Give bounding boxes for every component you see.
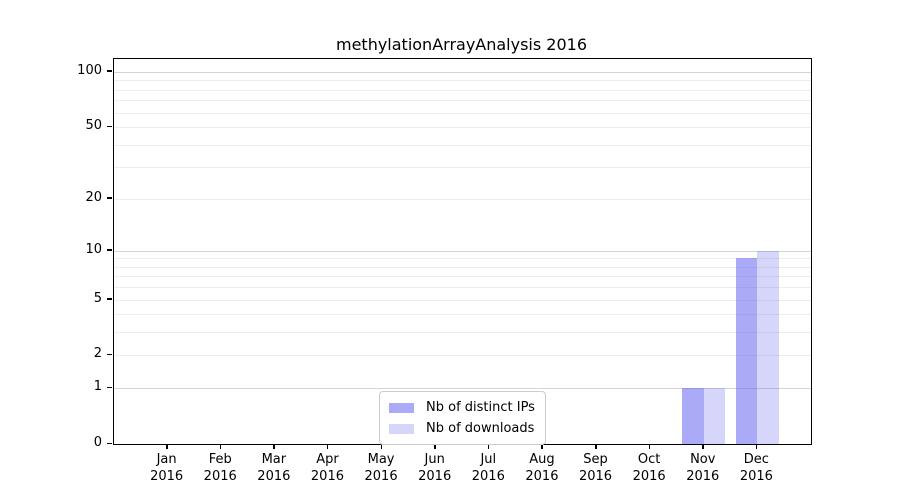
legend-label-distinct-ips: Nb of distinct IPs [426, 400, 535, 415]
x-tick-year: 2016 [364, 469, 398, 484]
y-tick-mark [107, 298, 112, 300]
y-tick-label: 2 [93, 346, 102, 362]
x-tick-mark [380, 444, 383, 449]
bar-downloads [703, 388, 726, 444]
y-tick-label: 0 [93, 435, 102, 450]
x-tick-mark [487, 444, 490, 449]
legend-item-downloads: Nb of downloads [389, 418, 535, 439]
x-tick-year: 2016 [525, 469, 559, 484]
x-tick-label: Jun 2016 [407, 451, 463, 485]
gridline-minor [114, 198, 811, 200]
y-tick-mark [107, 386, 112, 389]
y-tick-label: 10 [85, 241, 102, 257]
x-tick-year: 2016 [150, 469, 184, 484]
legend-swatch-distinct-ips-icon [389, 402, 414, 413]
gridline-minor [114, 80, 811, 82]
x-tick-label: Aug 2016 [514, 451, 570, 485]
gridline-major [114, 250, 811, 252]
x-tick-year: 2016 [578, 469, 613, 484]
y-tick-mark [107, 353, 112, 356]
plot-area: Nb of distinct IPs Nb of downloads [113, 58, 812, 445]
x-tick-mark [541, 444, 543, 449]
gridline-minor [114, 276, 811, 278]
gridline-minor [114, 332, 811, 334]
y-tick-mark [107, 70, 112, 72]
x-tick-label: Mar 2016 [246, 451, 302, 485]
y-tick-mark [107, 442, 112, 444]
gridline-minor [114, 167, 811, 169]
x-tick-mark [755, 444, 758, 449]
gridline-major [114, 388, 811, 390]
gridline-minor [114, 266, 811, 268]
x-tick-year: 2016 [739, 469, 773, 484]
y-tick-label: 1 [93, 379, 102, 395]
x-tick-mark [166, 444, 168, 449]
y-tick-mark [107, 197, 112, 199]
x-tick-mark [702, 444, 704, 449]
x-tick-label: Sep 2016 [568, 451, 624, 485]
x-tick-year: 2016 [203, 469, 237, 484]
bar-distinct-ips [735, 258, 758, 444]
x-tick-label: Apr 2016 [299, 451, 355, 485]
x-tick-label: Feb 2016 [192, 451, 248, 485]
x-tick-mark [434, 444, 436, 449]
x-tick-year: 2016 [632, 469, 666, 484]
x-tick-label: May 2016 [353, 451, 409, 485]
gridline-minor [114, 127, 811, 129]
x-tick-mark [595, 444, 597, 449]
gridline-minor [114, 287, 811, 289]
y-tick-label: 50 [85, 118, 102, 134]
x-tick-mark [648, 444, 651, 449]
x-tick-label: Jul 2016 [460, 451, 516, 485]
chart-title: methylationArrayAnalysis 2016 [335, 35, 588, 54]
x-tick-mark [326, 444, 329, 449]
gridline-minor [114, 355, 811, 357]
legend: Nb of distinct IPs Nb of downloads [379, 391, 546, 445]
bar-distinct-ips [682, 388, 704, 444]
gridline-minor [114, 144, 811, 146]
gridline-minor [114, 89, 811, 91]
y-tick-mark [107, 249, 112, 251]
gridline-minor [114, 314, 811, 316]
y-tick-label: 20 [85, 189, 102, 205]
x-tick-year: 2016 [686, 469, 720, 484]
gridline-minor [114, 258, 811, 260]
x-tick-label: Oct 2016 [621, 451, 677, 485]
x-tick-mark [219, 444, 222, 449]
y-tick-label: 100 [77, 62, 102, 78]
y-tick-label: 5 [93, 290, 102, 306]
bar-downloads [757, 250, 779, 444]
gridline-minor [114, 100, 811, 102]
gridline-minor [114, 299, 811, 301]
x-tick-label: Jan 2016 [139, 451, 195, 485]
x-tick-year: 2016 [471, 469, 505, 484]
legend-swatch-downloads-icon [389, 423, 414, 434]
x-tick-label: Nov 2016 [675, 451, 731, 485]
legend-item-distinct-ips: Nb of distinct IPs [389, 397, 535, 418]
y-tick-mark [107, 125, 112, 128]
x-tick-year: 2016 [418, 469, 452, 484]
x-tick-year: 2016 [257, 469, 291, 484]
legend-label-downloads: Nb of downloads [426, 421, 535, 436]
x-tick-label: Dec 2016 [728, 451, 784, 485]
x-tick-year: 2016 [310, 469, 344, 484]
gridline-major [114, 71, 811, 73]
x-tick-mark [273, 444, 275, 449]
gridline-minor [114, 112, 811, 114]
